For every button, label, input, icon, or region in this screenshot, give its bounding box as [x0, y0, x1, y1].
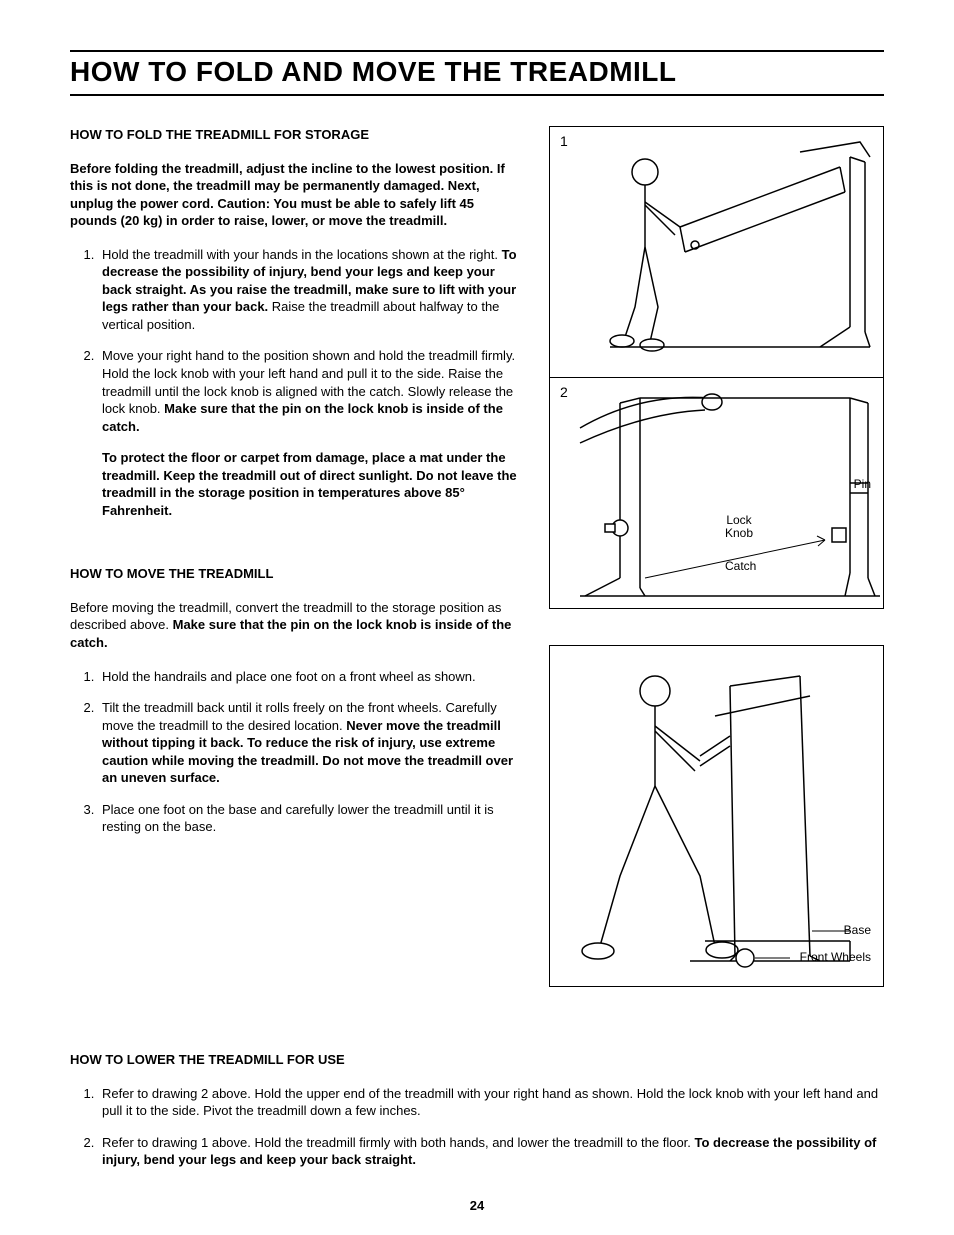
page-title: HOW TO FOLD AND MOVE THE TREADMILL	[70, 56, 884, 88]
section2-step2: Tilt the treadmill back until it rolls f…	[98, 699, 521, 787]
figure-1-number: 1	[560, 133, 568, 149]
section2-heading: HOW TO MOVE THE TREADMILL	[70, 565, 521, 583]
label-front-wheels: Front Wheels	[800, 951, 871, 964]
section1-step1: Hold the treadmill with your hands in th…	[98, 246, 521, 334]
label-pin: Pin	[854, 478, 871, 491]
figure-1-box: 1	[549, 126, 884, 609]
figure-1-illustration	[550, 127, 885, 377]
section1-heading: HOW TO FOLD THE TREADMILL FOR STORAGE	[70, 126, 521, 144]
label-lock-knob: Lock Knob	[725, 514, 753, 540]
section2-intro: Before moving the treadmill, convert the…	[70, 599, 521, 652]
section2-step3: Place one foot on the base and carefully…	[98, 801, 521, 836]
figure-2-number: 2	[560, 384, 568, 400]
figure-3-illustration	[550, 646, 885, 986]
section3-step1: Refer to drawing 2 above. Hold the upper…	[98, 1085, 884, 1120]
page-number: 24	[0, 1198, 954, 1213]
section2-step1: Hold the handrails and place one foot on…	[98, 668, 521, 686]
label-catch: Catch	[725, 560, 756, 573]
section1-step2: Move your right hand to the position sho…	[98, 347, 521, 519]
figure-2-illustration	[550, 378, 885, 608]
section3-heading: HOW TO LOWER THE TREADMILL FOR USE	[70, 1051, 884, 1069]
label-base: Base	[844, 924, 871, 937]
section1-intro: Before folding the treadmill, adjust the…	[70, 160, 521, 230]
figure-3-box: Base Front Wheels	[549, 645, 884, 987]
section3-step2: Refer to drawing 1 above. Hold the tread…	[98, 1134, 884, 1169]
